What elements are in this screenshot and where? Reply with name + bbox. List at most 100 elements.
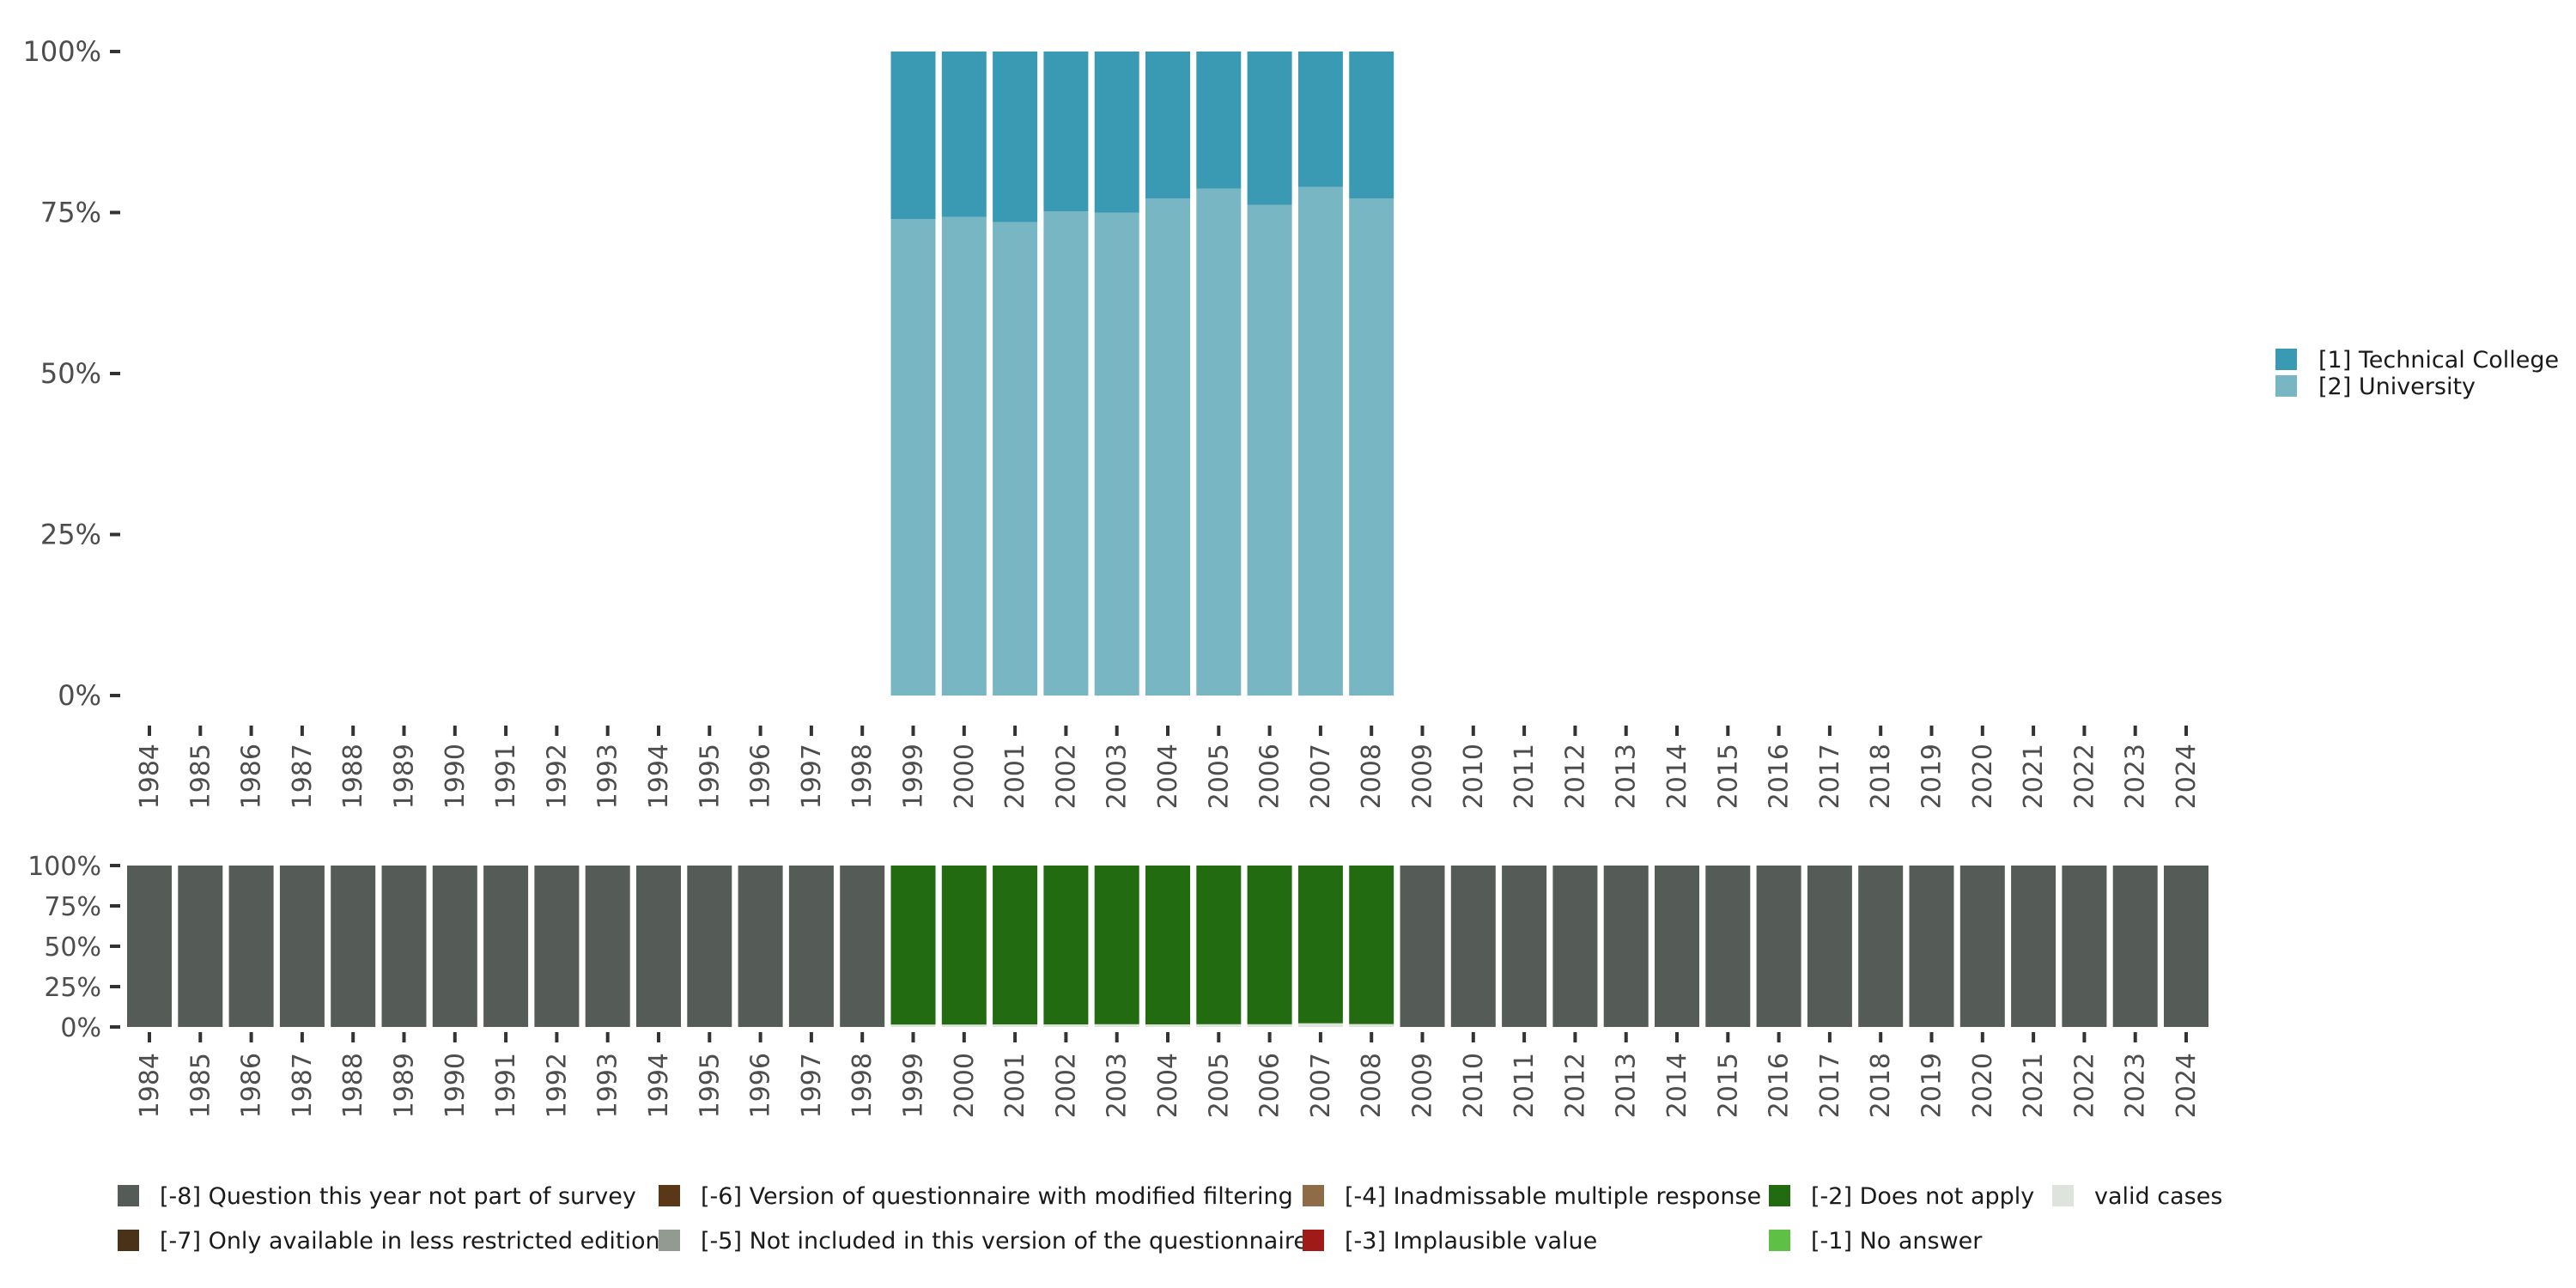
legend-swatch <box>2275 349 2297 370</box>
bar-segment <box>2062 866 2107 1027</box>
x-tick-label: 1997 <box>797 744 827 809</box>
bar-segment <box>636 866 681 1027</box>
bar-segment <box>432 866 477 1027</box>
x-tick-label: 2009 <box>1408 744 1438 809</box>
x-tick-label: 2000 <box>950 1053 980 1118</box>
bar-segment <box>1145 1024 1190 1027</box>
y-tick-label: 0% <box>58 679 101 712</box>
legend-label: [1] Technical College <box>2318 347 2559 374</box>
x-tick-label: 2014 <box>1662 744 1692 809</box>
legend-label: [-6] Version of questionnaire with modif… <box>701 1183 1293 1210</box>
bottom-legend: [-8] Question this year not part of surv… <box>118 1183 2222 1255</box>
x-tick-label: 1989 <box>390 1053 420 1118</box>
bar-segment <box>993 1024 1038 1027</box>
bar-segment <box>381 866 427 1027</box>
x-tick-label: 1992 <box>542 744 572 809</box>
legend-swatch <box>118 1185 139 1206</box>
x-tick-label: 2024 <box>2172 744 2202 809</box>
x-tick-label: 1986 <box>237 1053 267 1118</box>
bar-segment <box>1297 1023 1343 1027</box>
bar-segment <box>1349 198 1394 696</box>
x-tick-label: 2013 <box>1612 744 1642 809</box>
bar-segment <box>941 216 987 696</box>
y-tick-label: 25% <box>44 973 101 1003</box>
bar-segment <box>1705 866 1751 1027</box>
x-tick-label: 2011 <box>1510 744 1540 809</box>
legend-swatch <box>1303 1185 1324 1206</box>
bar-segment <box>993 222 1038 696</box>
x-tick-label: 1993 <box>593 1053 623 1118</box>
x-tick-label: 2023 <box>2121 744 2151 809</box>
x-tick-label: 2005 <box>1204 744 1234 809</box>
x-tick-label: 2000 <box>950 744 980 809</box>
bar-segment <box>1196 52 1242 189</box>
x-tick-label: 2021 <box>2019 744 2049 809</box>
bar-segment <box>1247 866 1292 1024</box>
legend-swatch <box>659 1230 680 1251</box>
x-tick-label: 1984 <box>135 744 165 809</box>
legend-label: [-4] Inadmissable multiple response <box>1345 1183 1761 1210</box>
x-tick-label: 1990 <box>440 744 471 809</box>
x-tick-label: 2002 <box>1051 1053 1081 1118</box>
x-tick-label: 2010 <box>1459 1053 1489 1118</box>
x-tick-label: 1988 <box>338 744 368 809</box>
x-tick-label: 1995 <box>695 1053 725 1118</box>
x-tick-label: 1987 <box>288 744 318 809</box>
bar-segment <box>890 866 936 1025</box>
bar-segment <box>941 52 987 217</box>
bar-segment <box>1094 866 1139 1024</box>
legend-swatch <box>2052 1185 2074 1206</box>
bar-segment <box>993 52 1038 222</box>
x-tick-label: 1986 <box>237 744 267 809</box>
x-tick-label: 2006 <box>1255 744 1285 809</box>
legend-label: [-8] Question this year not part of surv… <box>160 1183 636 1210</box>
y-tick-label: 100% <box>27 852 101 882</box>
x-tick-label: 2007 <box>1306 1053 1336 1118</box>
legend-swatch <box>1769 1185 1790 1206</box>
legend-label: valid cases <box>2094 1183 2222 1210</box>
x-tick-label: 1996 <box>746 1053 776 1118</box>
x-tick-label: 1996 <box>746 744 776 809</box>
bar-segment <box>1145 866 1190 1024</box>
x-tick-label: 1984 <box>135 1053 165 1118</box>
y-tick-label: 25% <box>40 519 101 551</box>
x-tick-label: 2005 <box>1204 1053 1234 1118</box>
x-tick-label: 2002 <box>1051 744 1081 809</box>
bar-segment <box>2164 866 2208 1027</box>
bar-segment <box>483 866 529 1027</box>
bar-segment <box>687 866 732 1027</box>
x-tick-label: 1990 <box>440 1053 471 1118</box>
y-tick-label: 75% <box>40 197 101 229</box>
x-tick-label: 2006 <box>1255 1053 1285 1118</box>
x-tick-label: 2016 <box>1765 744 1795 809</box>
x-tick-label: 2017 <box>1815 1053 1845 1118</box>
bar-segment <box>1145 198 1190 696</box>
bar-segment <box>1450 866 1496 1027</box>
x-tick-label: 2020 <box>1968 744 1998 809</box>
bar-segment <box>127 866 172 1027</box>
bar-segment <box>1043 866 1089 1024</box>
bar-segment <box>178 866 223 1027</box>
bar-segment <box>585 866 630 1027</box>
legend-swatch <box>1303 1230 1324 1251</box>
x-tick-label: 1999 <box>899 744 929 809</box>
x-tick-label: 2003 <box>1103 744 1133 809</box>
x-tick-label: 2018 <box>1866 744 1896 809</box>
bar-segment <box>738 866 783 1027</box>
bar-segment <box>1247 52 1292 205</box>
bar-segment <box>1502 866 1547 1027</box>
x-tick-label: 1989 <box>390 744 420 809</box>
x-tick-label: 2015 <box>1713 744 1743 809</box>
legend-swatch <box>1769 1230 1790 1251</box>
x-tick-label: 1997 <box>797 1053 827 1118</box>
legend-label: [-1] No answer <box>1811 1228 1983 1255</box>
bar-segment <box>1094 212 1139 696</box>
bar-segment <box>941 866 987 1025</box>
x-tick-label: 2022 <box>2069 744 2099 809</box>
bar-segment <box>1909 866 1954 1027</box>
bar-segment <box>1349 866 1394 1024</box>
bar-segment <box>1043 211 1089 696</box>
x-tick-label: 1995 <box>695 744 725 809</box>
x-tick-label: 2008 <box>1357 744 1387 809</box>
